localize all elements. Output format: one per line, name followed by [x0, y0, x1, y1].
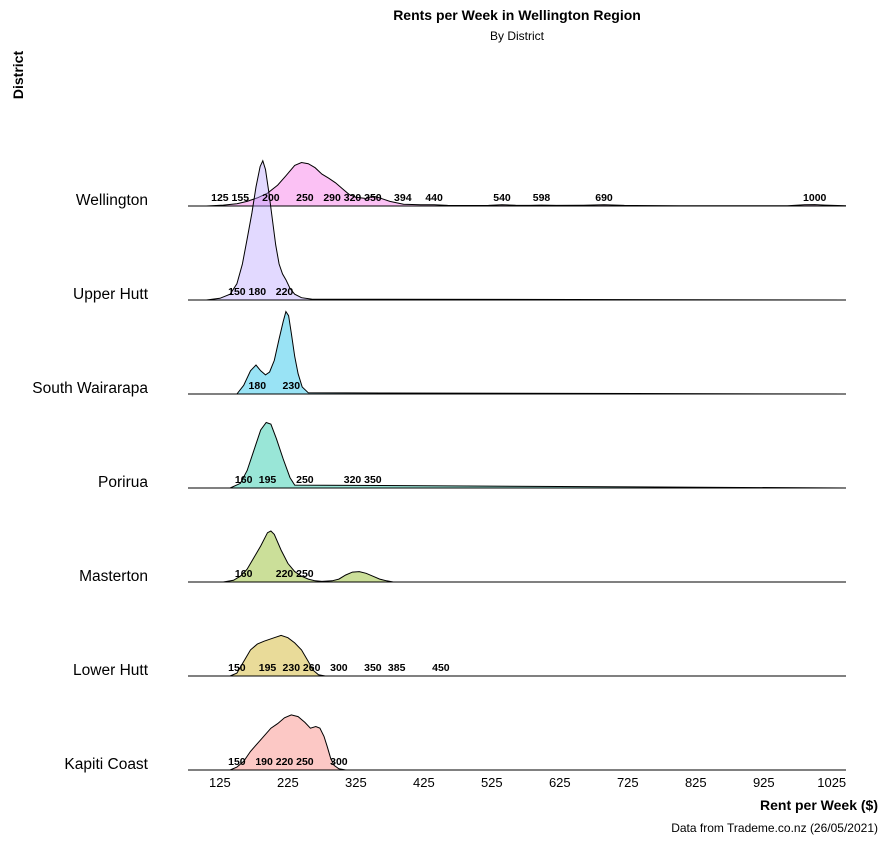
peak-label: 150: [228, 756, 246, 768]
district-label-porirua: Porirua: [98, 474, 148, 491]
peak-label: 350: [364, 662, 382, 674]
peak-label: 250: [296, 568, 314, 580]
peak-label: 220: [276, 756, 294, 768]
peak-label: 450: [432, 662, 450, 674]
peak-label: 160: [235, 568, 253, 580]
district-label-wellington: Wellington: [76, 192, 148, 209]
ridge-south-wairarapa: [188, 310, 847, 395]
x-axis-title: Rent per Week ($): [760, 797, 878, 813]
peak-label: 290: [323, 192, 341, 204]
peak-label: 180: [249, 286, 267, 298]
ridge-outline-porirua: [229, 421, 847, 489]
peak-label: 125: [211, 192, 229, 204]
district-label-upper-hutt: Upper Hutt: [73, 286, 149, 303]
peak-label: 230: [283, 380, 301, 392]
peak-label: 195: [259, 474, 277, 486]
peak-label: 300: [330, 662, 348, 674]
ridge-outline-south-wairarapa: [236, 310, 847, 395]
chart-subtitle: By District: [490, 29, 545, 43]
x-tick-label: 325: [345, 775, 367, 790]
x-axis-ticks: 125 225 325 425 525 625 725 825 925 1025: [209, 775, 846, 790]
ridge-wellington: [188, 161, 847, 207]
peak-label: 385: [388, 662, 406, 674]
x-tick-label: 425: [413, 775, 435, 790]
ridge-area-upper-hutt: [206, 160, 846, 300]
ridge-area-south-wairarapa: [236, 311, 846, 394]
x-tick-label: 225: [277, 775, 299, 790]
ridge-outline-kapiti-coast: [229, 714, 846, 771]
y-axis-title: District: [10, 51, 26, 100]
peak-label: 250: [296, 474, 314, 486]
ridge-area-porirua: [230, 422, 847, 488]
ridge-outline-wellington: [206, 161, 847, 207]
peak-label: 190: [255, 756, 273, 768]
ridge-outline-upper-hutt: [206, 159, 847, 301]
ridge-area-masterton: [223, 531, 847, 582]
district-label-south-wairarapa: South Wairarapa: [32, 380, 148, 397]
peak-label: 200: [262, 192, 280, 204]
ridge-lower-hutt: [188, 634, 847, 677]
x-tick-label: 625: [549, 775, 571, 790]
district-label-lower-hutt: Lower Hutt: [73, 662, 149, 679]
peak-label: 260: [303, 662, 321, 674]
ridge-area-lower-hutt: [230, 635, 847, 676]
peak-label: 160: [235, 474, 253, 486]
peak-label: 1000: [803, 192, 827, 204]
x-tick-label: 825: [685, 775, 707, 790]
peak-label: 300: [330, 756, 348, 768]
x-tick-label: 725: [617, 775, 639, 790]
ridges-layer: [188, 159, 847, 771]
peak-label: 220: [276, 568, 294, 580]
chart-caption: Data from Trademe.co.nz (26/05/2021): [671, 821, 878, 835]
peak-label: 598: [533, 192, 551, 204]
peak-label: 440: [425, 192, 443, 204]
district-label-masterton: Masterton: [79, 568, 148, 585]
ridge-masterton: [188, 530, 847, 583]
peak-label: 195: [259, 662, 277, 674]
peak-label: 320: [344, 474, 362, 486]
ridge-area-kapiti-coast: [230, 714, 847, 770]
ridge-outline-lower-hutt: [229, 634, 846, 677]
ridge-upper-hutt: [188, 159, 847, 301]
peak-label: 350: [364, 474, 382, 486]
x-tick-label: 925: [753, 775, 775, 790]
ridge-kapiti-coast: [188, 714, 847, 771]
ridge-porirua: [188, 421, 847, 489]
peak-label: 150: [228, 662, 246, 674]
district-label-kapiti-coast: Kapiti Coast: [64, 756, 148, 773]
chart-title: Rents per Week in Wellington Region: [393, 7, 641, 23]
peak-label: 394: [394, 192, 412, 204]
peak-label: 540: [493, 192, 511, 204]
peak-label: 155: [232, 192, 250, 204]
peak-label: 250: [296, 192, 314, 204]
peak-label: 180: [249, 380, 267, 392]
peak-label: 230: [283, 662, 301, 674]
peak-label: 250: [296, 756, 314, 768]
x-tick-label: 1025: [817, 775, 846, 790]
district-labels: Wellington Upper Hutt South Wairarapa Porir…: [32, 192, 148, 773]
x-tick-label: 525: [481, 775, 503, 790]
peak-labels: 125 155 200 250 290 320 350 394 440 540 598 690 1000…: [211, 192, 826, 768]
ridge-outline-masterton: [223, 530, 846, 583]
x-tick-label: 125: [209, 775, 231, 790]
peak-label: 220: [276, 286, 294, 298]
peak-label: 150: [228, 286, 246, 298]
peak-label: 690: [595, 192, 613, 204]
peak-label: 350: [364, 192, 382, 204]
peak-label: 320: [344, 192, 362, 204]
